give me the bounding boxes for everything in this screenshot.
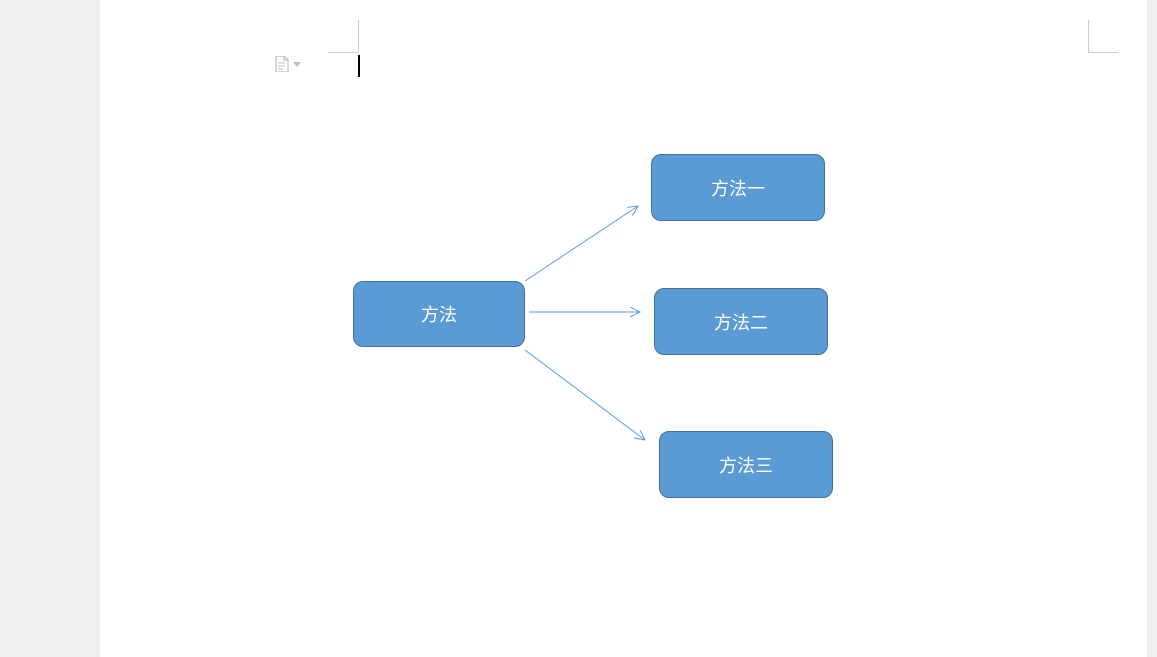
margin-guide — [358, 20, 359, 52]
page-options-button[interactable] — [275, 56, 301, 72]
diagram-node-m1[interactable]: 方法一 — [651, 154, 825, 221]
diagram-connectors — [100, 0, 1147, 657]
node-label: 方法二 — [714, 309, 768, 335]
node-label: 方法三 — [719, 452, 773, 478]
diagram-node-root[interactable]: 方法 — [353, 281, 525, 347]
document-page: 方法 方法一方法二方法三 — [100, 0, 1147, 657]
margin-guide — [1088, 52, 1118, 53]
margin-guide — [1088, 20, 1089, 52]
text-cursor — [358, 55, 360, 77]
node-label: 方法一 — [711, 175, 765, 201]
chevron-down-icon — [293, 62, 301, 67]
edge-root-m1 — [525, 206, 638, 281]
edge-root-m3 — [525, 350, 645, 440]
margin-guide — [328, 52, 358, 53]
diagram-node-m3[interactable]: 方法三 — [659, 431, 833, 498]
diagram-node-m2[interactable]: 方法二 — [654, 288, 828, 355]
node-label: 方法 — [421, 301, 457, 327]
